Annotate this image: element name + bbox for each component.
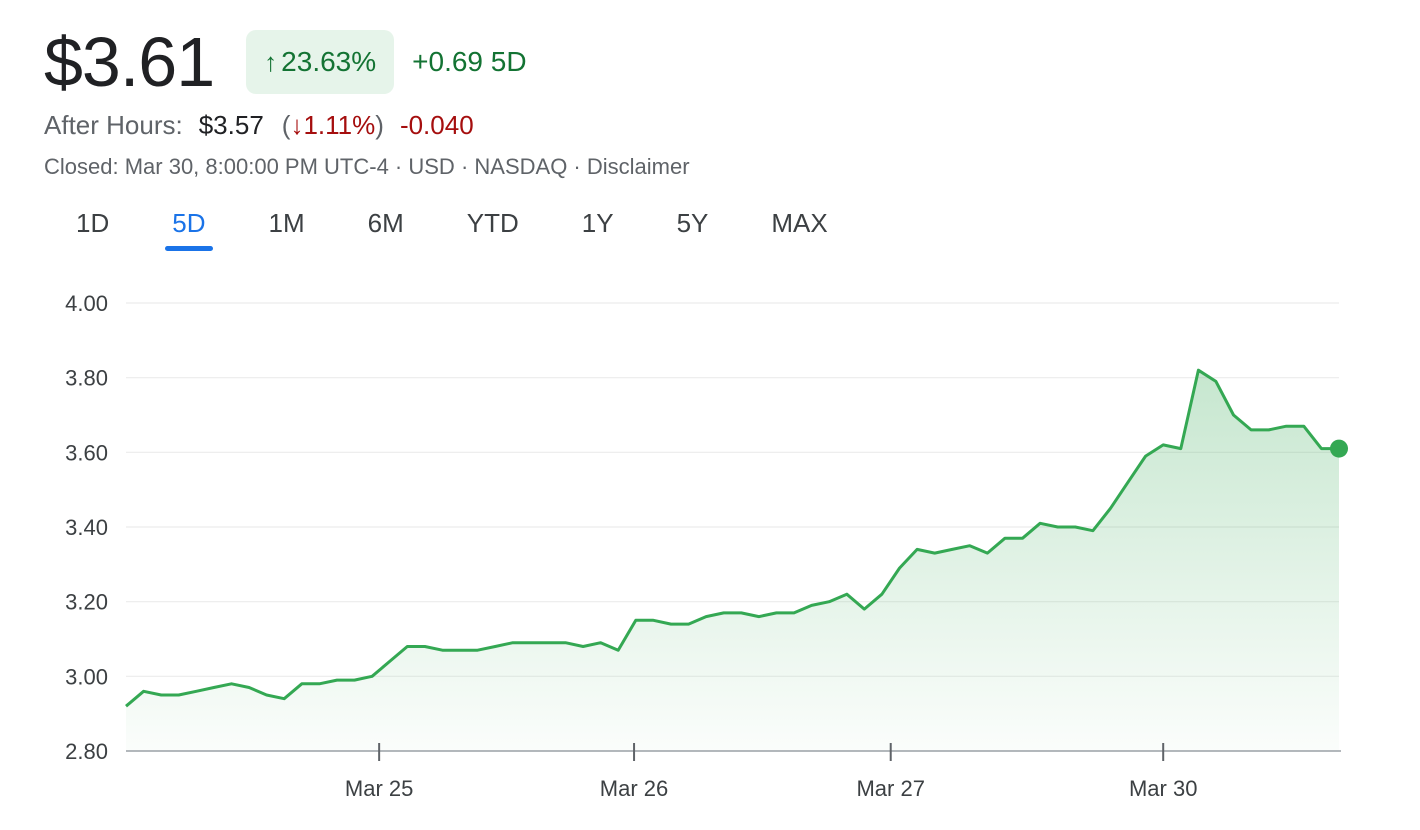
percent-change-badge: ↑ 23.63% xyxy=(246,30,395,94)
y-tick-label: 2.80 xyxy=(65,739,108,764)
percent-change: 23.63% xyxy=(281,46,377,77)
price-line xyxy=(125,368,1339,708)
tab-1d[interactable]: 1D xyxy=(76,208,110,238)
after-hours-percent: (↓1.11%) xyxy=(282,110,384,141)
x-axis-ticks: Mar 25 Mar 26 Mar 27 Mar 30 xyxy=(345,743,1197,801)
tab-1m[interactable]: 1M xyxy=(268,208,305,238)
after-hours-row: After Hours: $3.57 (↓1.11%) -0.040 xyxy=(44,110,474,141)
x-tick-label: Mar 30 xyxy=(1129,776,1197,801)
tab-5y[interactable]: 5Y xyxy=(676,208,709,238)
absolute-change-value: +0.69 xyxy=(412,46,483,77)
tab-5d[interactable]: 5D xyxy=(154,204,223,249)
separator: · xyxy=(454,154,475,179)
x-tick-label: Mar 26 xyxy=(600,776,668,801)
y-tick-label: 3.60 xyxy=(65,440,108,465)
paren-close: ) xyxy=(375,110,384,140)
currency: USD xyxy=(408,154,455,179)
y-tick-label: 3.80 xyxy=(65,366,108,391)
absolute-change: +0.69 5D xyxy=(412,46,526,78)
after-hours-percent-value: 1.11% xyxy=(303,110,376,140)
price-chart[interactable]: 4.003.803.603.403.203.002.80 Mar 25 Mar 2… xyxy=(0,270,1420,830)
tab-6m[interactable]: 6M xyxy=(367,208,404,238)
y-axis-labels: 4.00 3.80 3.60 3.40 3.20 3.00 2.80 xyxy=(65,291,108,764)
x-tick-label: Mar 25 xyxy=(345,776,413,801)
paren-open: ( xyxy=(281,110,291,140)
arrow-down-icon: ↓ xyxy=(290,110,304,140)
y-tick-label: 4.00 xyxy=(65,291,108,316)
price-area xyxy=(126,370,1339,751)
tab-max[interactable]: MAX xyxy=(771,208,828,238)
disclaimer-link[interactable]: Disclaimer xyxy=(586,154,690,179)
after-hours-change: -0.040 xyxy=(399,110,474,140)
y-tick-label: 3.00 xyxy=(65,664,108,689)
tab-1y[interactable]: 1Y xyxy=(581,208,614,238)
separator: · xyxy=(567,154,587,179)
exchange: NASDAQ xyxy=(474,154,568,179)
current-price-dot xyxy=(1330,439,1348,458)
range-label: 5D xyxy=(490,46,527,77)
market-meta: Closed: Mar 30, 8:00:00 PM UTC-4 · USD ·… xyxy=(44,154,690,180)
quote-header: $3.61 ↑ 23.63% +0.69 5D xyxy=(44,22,527,102)
current-price: $3.61 xyxy=(44,23,215,101)
tab-ytd[interactable]: YTD xyxy=(466,208,519,238)
after-hours-price: $3.57 xyxy=(198,110,264,140)
separator: · xyxy=(388,154,409,179)
arrow-up-icon: ↑ xyxy=(264,46,278,77)
x-tick-label: Mar 27 xyxy=(856,776,924,801)
closed-time: Closed: Mar 30, 8:00:00 PM UTC-4 xyxy=(44,154,389,179)
range-tabs: 1D 5D 1M 6M YTD 1Y 5Y MAX xyxy=(58,204,873,249)
y-tick-label: 3.20 xyxy=(65,590,108,615)
y-tick-label: 3.40 xyxy=(65,515,108,540)
after-hours-label: After Hours: xyxy=(44,110,183,140)
